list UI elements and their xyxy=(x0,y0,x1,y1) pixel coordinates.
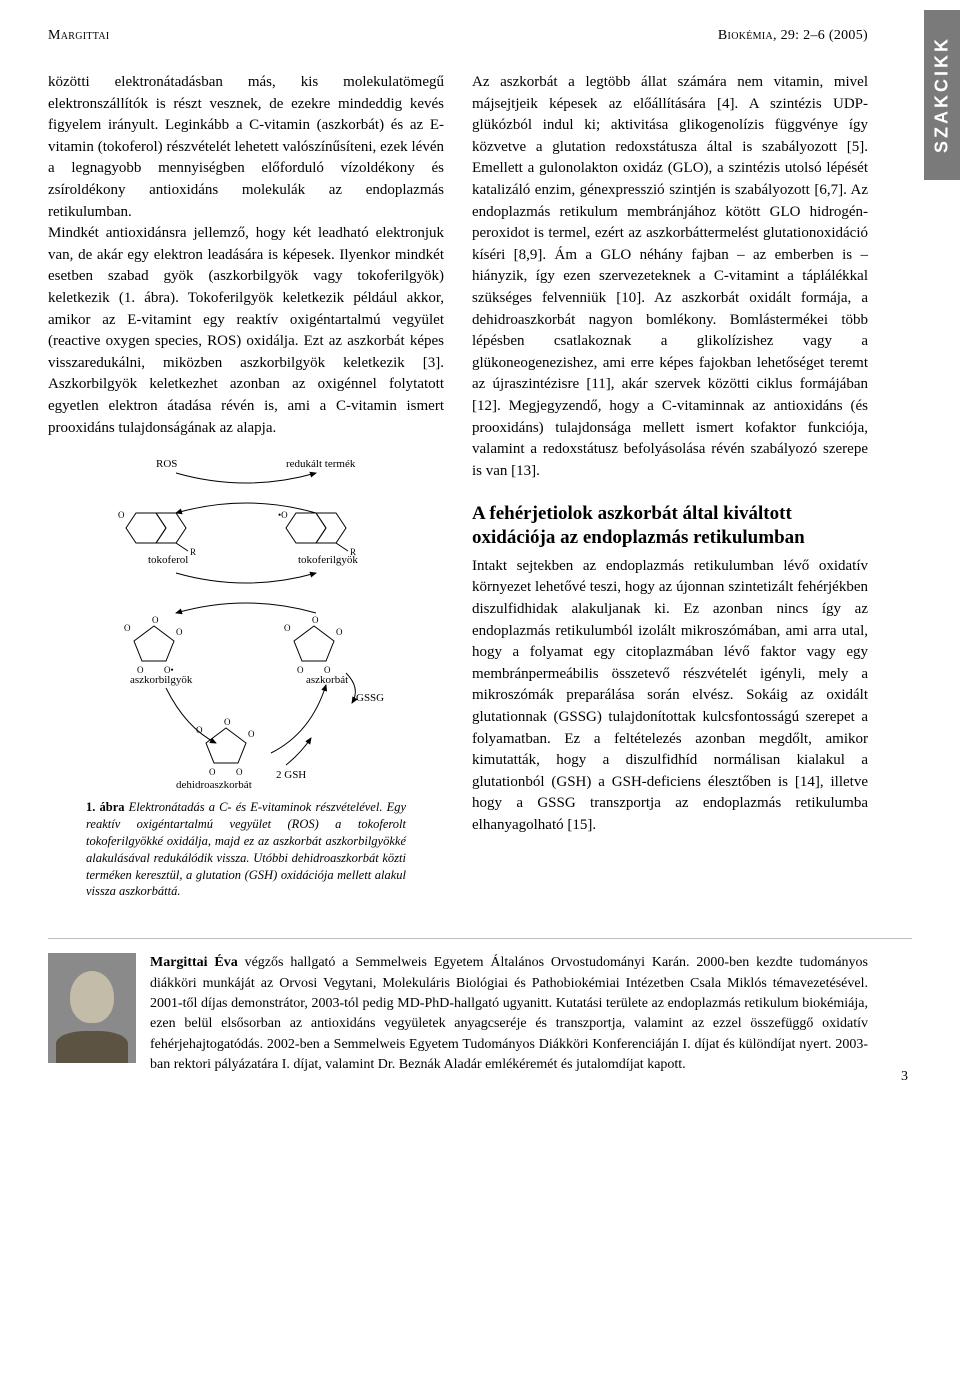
running-header: Margittai Biokémia, 29: 2–6 (2005) xyxy=(48,28,912,44)
left-column: közötti elektronátadásban más, kis molek… xyxy=(48,72,444,910)
fig-label-tokoferol: tokoferol xyxy=(148,554,188,566)
svg-text:O: O xyxy=(124,623,131,633)
svg-text:O: O xyxy=(312,615,319,625)
svg-text:O: O xyxy=(297,665,304,675)
fig-label-aszkorbat: aszkorbát xyxy=(306,674,348,686)
figure-caption: 1. ábra Elektronátadás a C- és E-vitamin… xyxy=(86,799,406,900)
right-para-2: Intakt sejtekben az endoplazmás retikulu… xyxy=(472,556,868,837)
svg-text:•O: •O xyxy=(278,510,288,520)
fig-label-dehidroaszkorbat: dehidroaszkorbát xyxy=(176,779,252,791)
svg-text:O: O xyxy=(118,510,125,520)
fig-label-reduced: redukált termék xyxy=(286,458,356,470)
svg-text:O: O xyxy=(224,717,231,727)
fig-label-aszkorbilgyok: aszkorbilgyök xyxy=(130,674,193,686)
svg-text:O: O xyxy=(236,767,243,777)
right-column: Az aszkorbát a legtöbb állat számára nem… xyxy=(472,72,868,910)
header-author: Margittai xyxy=(48,28,110,44)
author-bio: Margittai Éva végzős hallgató a Semmelwe… xyxy=(48,938,912,1075)
figure-1: ROS redukált termék R O tokoferol xyxy=(86,453,406,900)
svg-text:O: O xyxy=(336,627,343,637)
svg-text:O: O xyxy=(152,615,159,625)
side-tab: SZAKCIKK xyxy=(924,10,960,180)
svg-text:O: O xyxy=(176,627,183,637)
author-bio-body: végzős hallgató a Semmelweis Egyetem Ált… xyxy=(150,955,868,1071)
fig-label-gssg: GSSG xyxy=(356,692,384,704)
svg-text:O: O xyxy=(196,725,203,735)
svg-text:O: O xyxy=(284,623,291,633)
author-bio-name: Margittai Éva xyxy=(150,955,238,970)
fig-label-ros: ROS xyxy=(156,458,177,470)
left-para-2: Mindkét antioxidánsra jellemző, hogy két… xyxy=(48,223,444,439)
figure-caption-label: 1. ábra xyxy=(86,800,125,814)
svg-text:O: O xyxy=(248,729,255,739)
right-para-1: Az aszkorbát a legtöbb állat számára nem… xyxy=(472,72,868,482)
fig-label-gsh: 2 GSH xyxy=(276,769,306,781)
header-citation: Biokémia, 29: 2–6 (2005) xyxy=(718,28,868,44)
section-heading: A fehérjetiolok aszkorbát által kiváltot… xyxy=(472,502,868,550)
svg-text:R: R xyxy=(190,547,196,557)
fig-label-tokoferilgyok: tokoferilgyök xyxy=(298,554,358,566)
author-photo xyxy=(48,953,136,1063)
author-bio-text: Margittai Éva végzős hallgató a Semmelwe… xyxy=(150,953,868,1075)
figure-caption-text: Elektronátadás a C- és E-vitaminok részv… xyxy=(86,800,406,898)
left-para-1: közötti elektronátadásban más, kis molek… xyxy=(48,72,444,223)
page-number: 3 xyxy=(901,1069,908,1085)
svg-text:O: O xyxy=(209,767,216,777)
